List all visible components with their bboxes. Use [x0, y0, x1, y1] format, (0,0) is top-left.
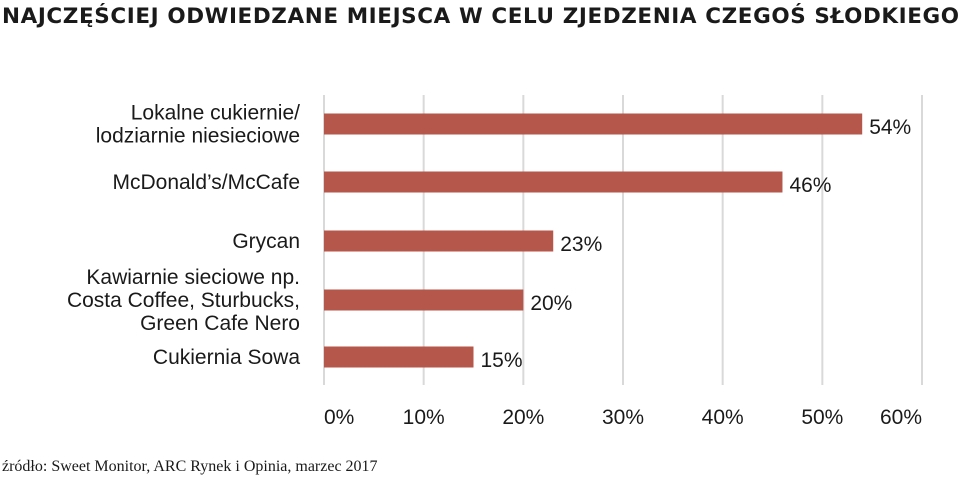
bar — [324, 346, 474, 368]
x-tick-label: 60% — [880, 406, 922, 429]
bar — [324, 289, 524, 311]
x-tick-label: 30% — [602, 406, 644, 429]
category-labels: Lokalne cukiernie/lodziarnie niesieciowe… — [67, 102, 300, 370]
x-tick-label: 40% — [702, 406, 744, 429]
category-label: Lokalne cukiernie/lodziarnie niesieciowe — [96, 102, 300, 148]
x-tick-label: 0% — [324, 406, 354, 429]
x-tick-label: 20% — [502, 406, 544, 429]
source-note: źródło: Sweet Monitor, ARC Rynek i Opini… — [2, 458, 378, 475]
value-label: 15% — [481, 349, 523, 372]
x-tick-label: 10% — [403, 406, 445, 429]
category-label: Cukiernia Sowa — [153, 346, 300, 369]
value-label: 54% — [869, 116, 911, 139]
bars — [324, 113, 863, 368]
value-labels: 54% 46% 23% 20% 15% — [481, 116, 912, 372]
x-axis-ticks: 0% 10% 20% 30% 40% 50% 60% — [324, 406, 922, 429]
value-label: 46% — [789, 174, 831, 197]
bar — [324, 113, 863, 135]
category-label: McDonald’s/McCafe — [112, 171, 300, 194]
bar — [324, 171, 783, 193]
value-label: 23% — [560, 233, 602, 256]
category-label: Kawiarnie sieciowe np. Costa Coffee, Stur… — [67, 266, 300, 335]
value-label: 20% — [530, 292, 572, 315]
x-tick-label: 50% — [801, 406, 843, 429]
chart-title: NAJCZĘŚCIEJ ODWIEDZANE MIEJSCA W CELU ZJ… — [2, 4, 960, 29]
bar — [324, 230, 554, 252]
category-label: Grycan — [232, 230, 300, 253]
